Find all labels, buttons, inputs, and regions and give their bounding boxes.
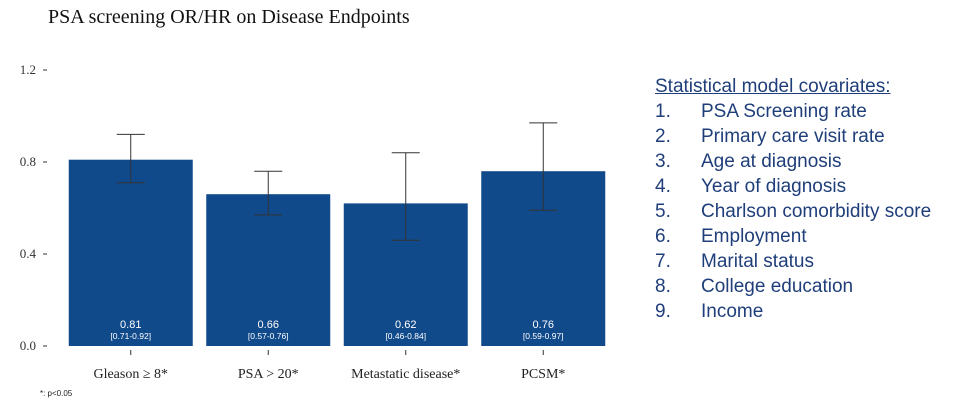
covariates-title: Statistical model covariates: — [655, 76, 891, 97]
bar-ci-label: [0.71-0.92] — [110, 331, 151, 341]
covariate-number: 3. — [655, 151, 671, 172]
covariate-label: College education — [701, 276, 854, 297]
covariate-label: Primary care visit rate — [701, 126, 885, 147]
covariate-label: Age at diagnosis — [701, 151, 842, 172]
bar-chart: 0.0 0.4 0.8 1.2 0.81[0.71-0.92] Gleason ≥ 8* 0… — [20, 62, 606, 382]
covariate-label: Income — [701, 301, 764, 322]
bar-value-label: 0.62 — [395, 319, 416, 331]
y-tick-label: 1.2 — [20, 62, 36, 77]
covariate-label: PSA Screening rate — [701, 101, 867, 122]
covariate-item: 7. Marital status — [655, 249, 970, 274]
x-tick-label: Metastatic disease* — [351, 367, 460, 382]
y-tick-label: 0.8 — [20, 154, 36, 169]
bar — [68, 159, 193, 346]
chart-title: PSA screening OR/HR on Disease Endpoints — [48, 6, 410, 28]
covariate-item: 6. Employment — [655, 224, 970, 249]
y-tick-label: 0.0 — [20, 338, 36, 353]
covariate-item: 8. College education — [655, 274, 970, 299]
covariate-label: Year of diagnosis — [701, 176, 847, 197]
covariate-number: 4. — [655, 176, 671, 197]
covariate-item: 5. Charlson comorbidity score — [655, 199, 970, 224]
y-tick-label: 0.4 — [20, 246, 37, 261]
covariate-label: Charlson comorbidity score — [701, 201, 932, 222]
bar-ci-label: [0.46-0.84] — [385, 331, 426, 341]
covariate-number: 5. — [655, 201, 671, 222]
covariate-item: 9. Income — [655, 299, 970, 324]
bar-value-label: 0.81 — [120, 319, 141, 331]
bar — [206, 194, 331, 346]
covariate-number: 6. — [655, 226, 671, 247]
bar-ci-label: [0.59-0.97] — [523, 331, 564, 341]
covariate-number: 7. — [655, 251, 671, 272]
covariate-number: 8. — [655, 276, 671, 297]
covariate-item: 3. Age at diagnosis — [655, 149, 970, 174]
bar-value-label: 0.76 — [533, 319, 554, 331]
bar-ci-label: [0.57-0.76] — [248, 331, 289, 341]
covariate-item: 4. Year of diagnosis — [655, 174, 970, 199]
x-tick-label: PCSM* — [521, 367, 565, 382]
significance-footnote: *: p<0.05 — [40, 389, 73, 398]
bar-value-label: 0.66 — [258, 319, 279, 331]
x-tick-label: Gleason ≥ 8* — [93, 367, 168, 382]
covariate-item: 1. PSA Screening rate — [655, 99, 970, 124]
covariates-list: 1. PSA Screening rate 2. Primary care visi… — [655, 99, 970, 324]
x-tick-label: PSA > 20* — [238, 367, 299, 382]
covariate-number: 9. — [655, 301, 671, 322]
covariates-panel: Statistical model covariates: 1. PSA Scre… — [655, 74, 970, 324]
covariate-item: 2. Primary care visit rate — [655, 124, 970, 149]
covariate-label: Employment — [701, 226, 807, 247]
covariate-number: 1. — [655, 101, 671, 122]
covariate-label: Marital status — [701, 251, 814, 272]
covariate-number: 2. — [655, 126, 671, 147]
